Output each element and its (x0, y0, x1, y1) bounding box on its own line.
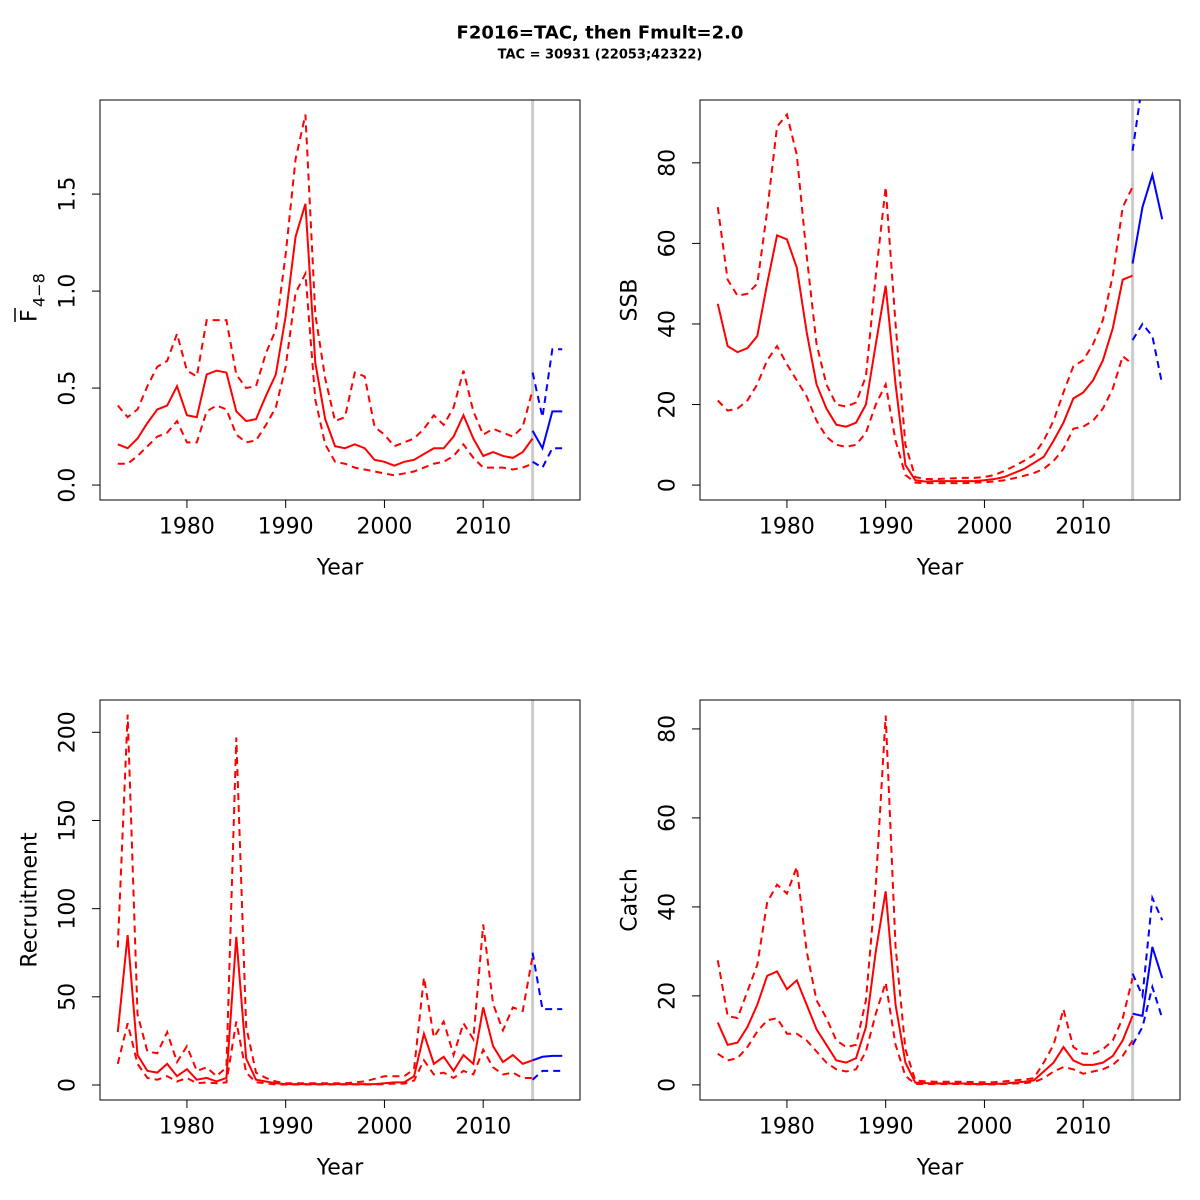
series-line (117, 203, 534, 467)
x-tick-label: 2000 (356, 515, 412, 540)
panel: 1980 1990 2000 2010 0 50 100 150 200 Year Recruitm… (18, 699, 581, 1181)
x-tick-label: 2000 (356, 1115, 412, 1140)
series-group (116, 714, 563, 1086)
x-tick-label: 1990 (858, 1115, 914, 1140)
y-tick-label: 20 (656, 982, 681, 1010)
y-tick-label: 150 (56, 799, 81, 841)
x-tick-label: 1990 (858, 515, 914, 540)
series-line (532, 447, 563, 470)
x-axis-label: Year (916, 556, 965, 581)
series-line (716, 715, 1134, 1084)
series-line (717, 982, 1134, 1086)
y-tick-label: 0.0 (56, 468, 81, 503)
series-line (117, 270, 533, 477)
series-line (1132, 946, 1164, 1018)
plot-frame (99, 99, 581, 501)
series-line (1131, 894, 1164, 1000)
y-tick-label: 0 (656, 478, 681, 492)
y-tick-label: 200 (56, 711, 81, 753)
y-axis-label: Recruitment (18, 832, 43, 968)
x-tick-label: 2000 (956, 1115, 1012, 1140)
plot-frame (99, 699, 581, 1101)
y-tick-label: 0.5 (56, 371, 81, 406)
y-axis-label-group: F 4−8 (14, 273, 49, 322)
x-axis-label: Year (316, 556, 365, 581)
y-tick-label: 1.5 (56, 177, 81, 212)
series-group (716, 715, 1164, 1086)
x-axis-label: Year (316, 1156, 365, 1181)
panel: 1980 1990 2000 2010 0 20 40 60 80 Year SSB (618, 99, 1181, 581)
panel: 1980 1990 2000 2010 0 20 40 60 80 Year Catch (618, 699, 1181, 1181)
x-tick-label: 2010 (455, 515, 511, 540)
x-tick-label: 1980 (759, 1115, 815, 1140)
series-line (716, 891, 1134, 1085)
series-line (116, 714, 534, 1085)
y-axis-label: SSB (618, 278, 643, 321)
y-tick-label: 40 (656, 310, 681, 338)
x-tick-label: 2000 (956, 515, 1012, 540)
series-line (716, 112, 1134, 481)
series-line (531, 952, 563, 1011)
x-tick-label: 2010 (455, 1115, 511, 1140)
series-line (531, 1069, 563, 1081)
y-tick-label: 60 (656, 229, 681, 257)
y-tick-label: 0 (56, 1078, 81, 1092)
series-line (531, 410, 563, 451)
series-line (116, 1021, 533, 1086)
figure-title: F2016=TAC, then Fmult=2.0 (457, 23, 744, 44)
series-group (117, 114, 563, 477)
x-tick-label: 1990 (258, 515, 314, 540)
x-tick-label: 1980 (759, 515, 815, 540)
plot-frame (699, 699, 1181, 1101)
x-tick-label: 2010 (1055, 515, 1111, 540)
y-tick-label: 40 (656, 893, 681, 921)
y-tick-label: 0 (656, 1078, 681, 1092)
y-axis-label-subscript: 4−8 (30, 273, 49, 307)
y-tick-label: 60 (656, 804, 681, 832)
y-axis-label: F (18, 309, 43, 322)
x-tick-label: 2010 (1055, 1115, 1111, 1140)
y-tick-label: 80 (656, 149, 681, 177)
series-line (716, 233, 1133, 483)
y-axis-label-group: Catch (618, 868, 643, 932)
x-tick-label: 1980 (159, 515, 215, 540)
y-tick-label: 100 (56, 888, 81, 930)
series-line (717, 344, 1134, 485)
series-line (117, 114, 534, 448)
y-tick-label: 20 (656, 391, 681, 419)
x-tick-label: 1990 (258, 1115, 314, 1140)
y-axis-label-group: SSB (618, 278, 643, 321)
series-line (532, 1054, 563, 1062)
y-axis-label: Catch (618, 868, 643, 932)
series-group (716, 100, 1164, 485)
y-tick-label: 80 (656, 715, 681, 743)
x-axis-label: Year (916, 1156, 965, 1181)
series-line (1131, 983, 1164, 1046)
figure-subtitle: TAC = 30931 (22053;42322) (498, 48, 703, 63)
series-line (1131, 322, 1164, 385)
y-axis-label-group: Recruitment (18, 832, 43, 968)
x-tick-label: 1980 (159, 1115, 215, 1140)
series-line (1131, 171, 1164, 264)
panel: 1980 1990 2000 2010 0.0 0.5 1.0 1.5 Year F 4−8 (14, 99, 581, 581)
y-tick-label: 1.0 (56, 274, 81, 309)
plot-frame (699, 99, 1181, 501)
y-tick-label: 50 (56, 983, 81, 1011)
